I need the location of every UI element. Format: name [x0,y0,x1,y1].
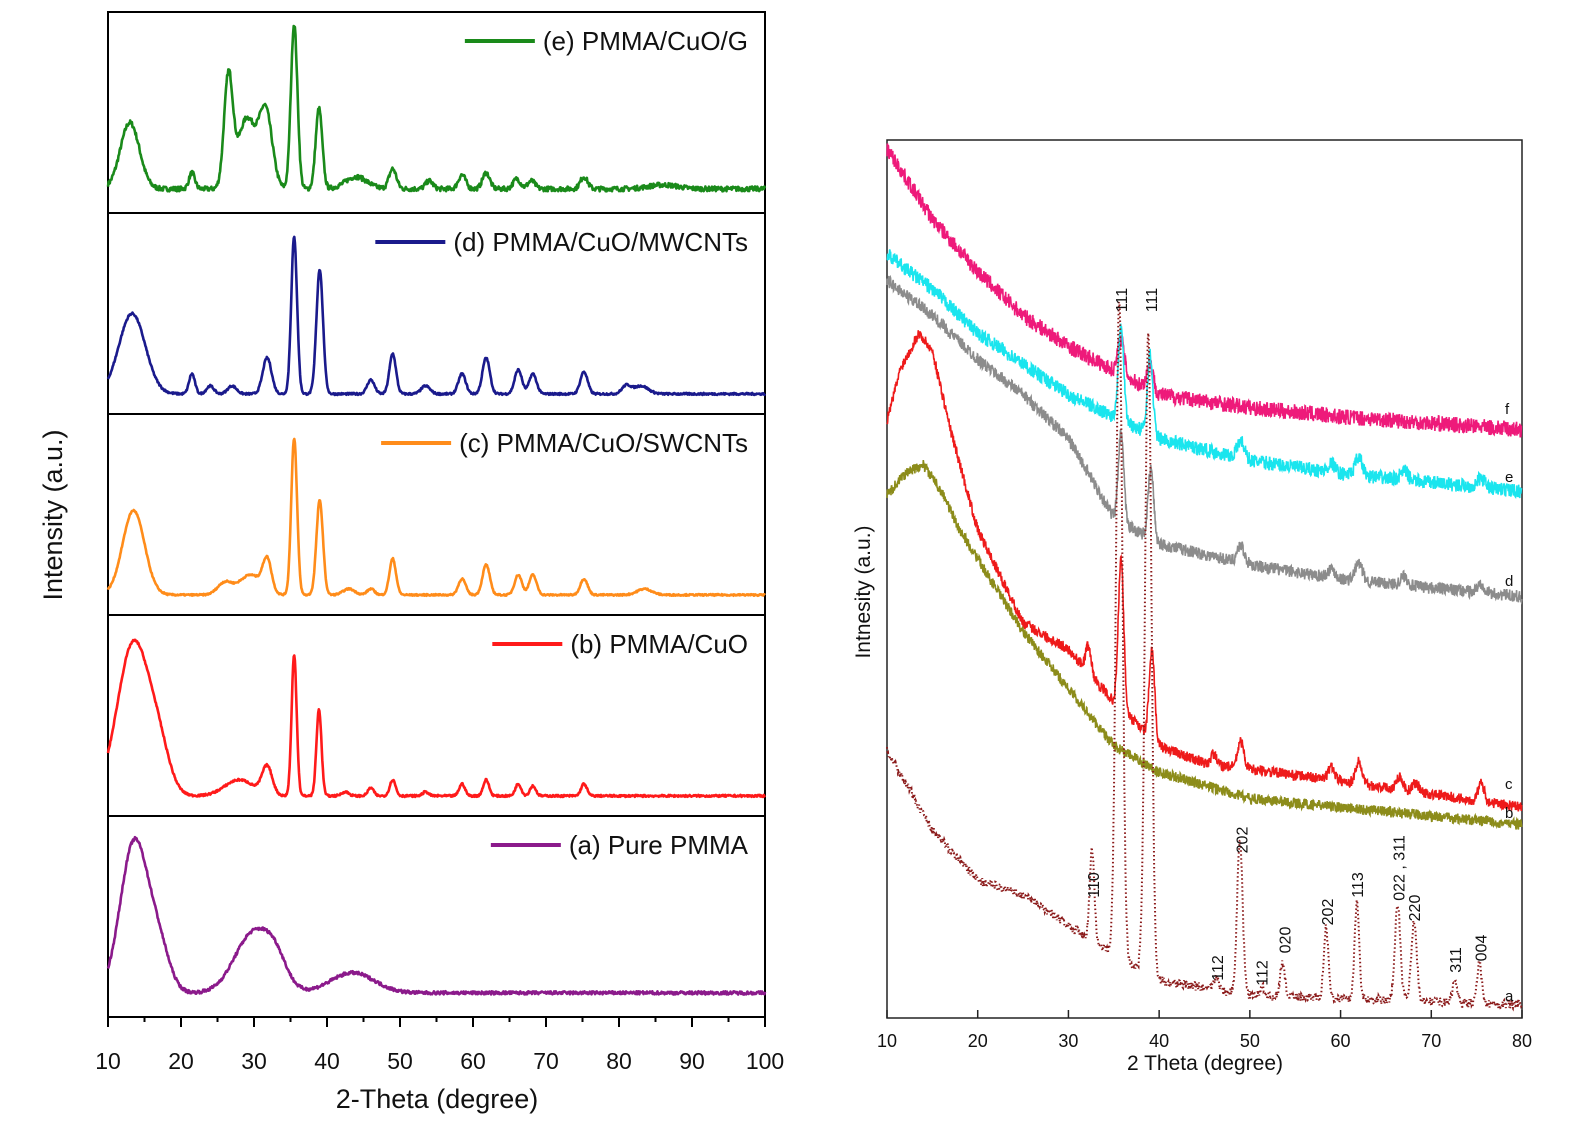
x-tick-label: 80 [1512,1031,1532,1051]
x-tick-label: 20 [168,1048,194,1074]
series-line-b [886,459,1523,830]
peak-annotation: 004 [1473,935,1490,962]
peak-annotation: 113 [1350,872,1367,898]
series-line-(a) Pure PMMA [106,835,767,996]
peak-annotation: 202 [1320,899,1337,926]
x-tick-label: 20 [968,1031,988,1051]
series-line-f [886,143,1523,438]
series-line-(c) PMMA/CuO/SWCNTs [106,437,766,597]
x-tick-label: 70 [1421,1031,1441,1051]
legend-label: (e) PMMA/CuO/G [543,26,748,56]
left-chart: (e) PMMA/CuO/G (d) PMMA/CuO/MWCNTs (c) PMM… [95,11,784,1074]
peak-annotation: 110 [1086,872,1103,898]
peak-annotation: 111 [1144,288,1161,312]
x-tick-label: 40 [314,1048,340,1074]
x-tick-label: 40 [1149,1031,1169,1051]
legend-label: (a) Pure PMMA [569,830,749,860]
legend-label: (d) PMMA/CuO/MWCNTs [453,227,748,257]
series-line-d [886,274,1523,605]
left-y-axis-label: Intensity (a.u.) [38,429,68,600]
left-x-axis-label: 2-Theta (degree) [336,1084,539,1114]
peak-annotation: 020 [1277,927,1294,954]
x-tick-label: 30 [241,1048,267,1074]
series-line-(b) PMMA/CuO [106,638,767,799]
legend-label: (c) PMMA/CuO/SWCNTs [459,428,748,458]
x-tick-label: 10 [95,1048,121,1074]
x-tick-label: 60 [460,1048,486,1074]
x-tick-label: 30 [1058,1031,1078,1051]
right-chart: f e d cb a 110 111 111 112 202 112 020 202 113 022 , 3… [877,139,1532,1051]
peak-annotation: 022 , 311 [1392,835,1409,901]
series-end-label: c [1505,776,1513,793]
peak-annotation: 112 [1210,955,1227,981]
x-tick-label: 10 [877,1031,897,1051]
peak-annotation: 220 [1407,895,1424,922]
series-end-label: d [1505,573,1513,590]
right-y-axis-label: Intnesity (a.u.) [852,525,875,658]
peak-annotation: 112 [1255,960,1272,986]
series-line-(d) PMMA/CuO/MWCNTs [106,235,767,397]
series-line-e [886,249,1523,499]
x-tick-label: 50 [387,1048,413,1074]
series-end-label: a [1505,988,1514,1005]
series-end-label: f [1505,401,1510,418]
right-x-axis-label: 2 Theta (degree) [1127,1052,1283,1075]
x-tick-label: 60 [1331,1031,1351,1051]
x-tick-label: 70 [533,1048,559,1074]
series-line-(e) PMMA/CuO/G [106,24,767,193]
peak-annotation: 111 [1114,288,1131,312]
peak-annotation: 311 [1448,947,1465,973]
x-tick-label: 80 [606,1048,632,1074]
series-end-label: e [1505,469,1513,486]
x-tick-label: 100 [746,1048,784,1074]
plot-frame [886,139,1523,1019]
legend-label: (b) PMMA/CuO [570,629,748,659]
series-line-c [886,330,1523,812]
peak-annotation: 202 [1235,827,1252,854]
series-end-label: b [1505,805,1513,822]
x-tick-label: 50 [1240,1031,1260,1051]
x-tick-label: 90 [679,1048,705,1074]
series-line-a [886,299,1523,1012]
